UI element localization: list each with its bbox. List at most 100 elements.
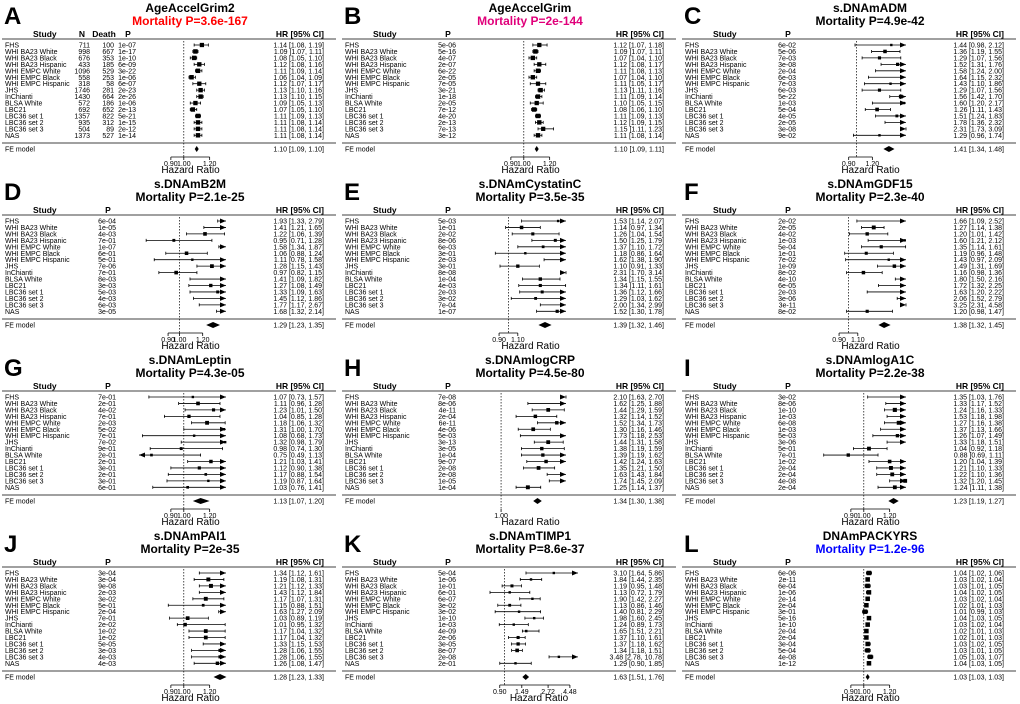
p-value: 2e-03	[98, 420, 116, 427]
study-label: WHI EMPC Hispanic	[685, 257, 750, 264]
hr-ci-value: 1.03 [1.02, 1.05]	[953, 641, 1004, 648]
study-label: WHI EMPC White	[5, 420, 61, 427]
x-tick-label: 1.20	[203, 513, 217, 520]
fe-diamond	[194, 146, 199, 152]
x-axis-label: Hazard Ratio	[841, 341, 900, 352]
point-estimate	[541, 245, 545, 249]
study-label: LBC36 set 1	[5, 465, 44, 472]
p-value: 4e-03	[98, 654, 116, 661]
p-value: 2e-01	[438, 661, 456, 668]
hr-ci-value: 1.37 [1.10, 1.61]	[613, 635, 664, 642]
study-label: WHI BA23 White	[5, 225, 58, 232]
study-label: WHI BA23 White	[345, 401, 398, 408]
study-label: FHS	[685, 571, 699, 578]
header-study: Study	[373, 381, 397, 391]
study-label: LBC36 set 1	[5, 113, 44, 120]
study-label: BLSA White	[345, 453, 382, 460]
study-label: WHI EMPC Hispanic	[685, 609, 750, 616]
point-estimate	[895, 434, 900, 438]
point-estimate	[536, 466, 541, 470]
ci-arrow-right	[900, 283, 906, 288]
point-estimate	[197, 81, 202, 86]
study-label: BLSA White	[685, 277, 722, 284]
point-estimate	[557, 655, 561, 659]
hr-ci-value: 1.02 [1.01, 1.03]	[953, 629, 1004, 636]
p-value: 1e-01	[438, 225, 456, 232]
point-estimate	[197, 466, 201, 470]
p-value: 9e-08	[98, 583, 116, 590]
p-value: 5e-03	[98, 289, 116, 296]
study-label: WHI EMPC Black	[5, 251, 60, 258]
p-value: 6e-09	[118, 62, 136, 69]
x-tick-label: 1.00	[177, 161, 191, 168]
hr-ci-value: 1.35 [1.14, 1.61]	[953, 244, 1004, 251]
p-value: 1e-12	[778, 661, 796, 668]
hr-ci-value: 1.04 [1.03, 1.05]	[953, 661, 1004, 668]
hr-ci-value: 1.28 [1.15, 1.43]	[273, 264, 324, 271]
p-value: 4e-20	[438, 113, 456, 120]
p-value: 1e-04	[438, 453, 456, 460]
study-label: WHI EMPC White	[685, 68, 741, 75]
study-label: WHI EMPC White	[685, 244, 741, 251]
header-study: Study	[713, 381, 737, 391]
p-value: 2e-14	[778, 596, 796, 603]
hr-ci-value: 1.19 [0.87, 1.64]	[273, 478, 324, 485]
hr-ci-value: 1.43 [1.10, 1.86]	[953, 81, 1004, 88]
hr-ci-value: 0.97 [0.82, 1.15]	[273, 270, 324, 277]
p-value: 5e-03	[778, 433, 796, 440]
study-label: InChianti	[5, 94, 33, 101]
study-label: WHI EMPC White	[345, 596, 401, 603]
study-label: BLSA White	[345, 277, 382, 284]
study-label: WHI EMPC Hispanic	[5, 257, 70, 264]
hr-ci-value: 1.03 [1.02, 1.04]	[953, 596, 1004, 603]
study-label: BLSA White	[685, 101, 722, 108]
point-estimate	[868, 654, 873, 660]
study-label: NAS	[345, 661, 360, 668]
header-study: Study	[373, 29, 397, 39]
p-value: 3e-02	[438, 603, 456, 610]
ci-arrow-right	[900, 295, 906, 301]
hr-ci-value: 1.53 [1.18, 1.98]	[953, 414, 1004, 421]
p-value: 6e-07	[438, 596, 456, 603]
point-estimate	[189, 75, 194, 80]
panel-subtitle: Mortality P=2e-144	[477, 14, 583, 28]
study-label: JHS	[5, 264, 19, 271]
x-axis-label: Hazard Ratio	[161, 517, 220, 528]
p-value: 6e-22	[438, 68, 456, 75]
p-value: 6e-01	[438, 590, 456, 597]
p-value: 4e-02	[778, 231, 796, 238]
hr-ci-value: 1.24 [1.16, 1.33]	[953, 407, 1004, 414]
point-estimate	[210, 264, 214, 269]
hr-ci-value: 1.08 [0.68, 1.73]	[273, 433, 324, 440]
p-value: 3e-01	[98, 478, 116, 485]
study-label: FHS	[685, 395, 699, 402]
point-estimate	[861, 270, 866, 275]
x-tick-label: 1.20	[203, 689, 217, 696]
hr-ci-value: 1.52 [1.34, 1.73]	[613, 420, 664, 427]
p-value: 7e-04	[438, 302, 456, 309]
header-hr: HR [95% CI]	[616, 557, 664, 567]
p-value: 7e-02	[98, 440, 116, 447]
x-axis-label: Hazard Ratio	[501, 341, 560, 352]
study-label: WHI EMPC Hispanic	[685, 81, 750, 88]
x-tick-label: 0.90	[504, 161, 518, 168]
study-label: LBC36 set 2	[685, 120, 724, 127]
panel-label: A	[4, 3, 21, 30]
study-label: WHI BA23 White	[685, 401, 738, 408]
hr-ci-value: 1.13 [1.11, 1.16]	[614, 88, 664, 95]
ci-arrow-right	[572, 654, 578, 660]
ci-arrow-right	[900, 400, 906, 406]
point-estimate	[196, 401, 200, 406]
p-value: 6e-08	[778, 420, 796, 427]
study-label: WHI BA23 Black	[345, 55, 397, 62]
death-value: 185	[102, 62, 114, 69]
header-hr: HR [95% CI]	[276, 29, 324, 39]
point-estimate	[209, 283, 213, 288]
p-value: 1e-07	[118, 43, 136, 50]
ci-arrow-right	[560, 295, 566, 301]
hr-ci-value: 1.11 [1.08, 1.14]	[614, 133, 664, 140]
point-estimate	[903, 478, 908, 483]
point-estimate	[864, 628, 869, 634]
hr-ci-value: 1.24 [0.89, 1.73]	[613, 622, 664, 629]
